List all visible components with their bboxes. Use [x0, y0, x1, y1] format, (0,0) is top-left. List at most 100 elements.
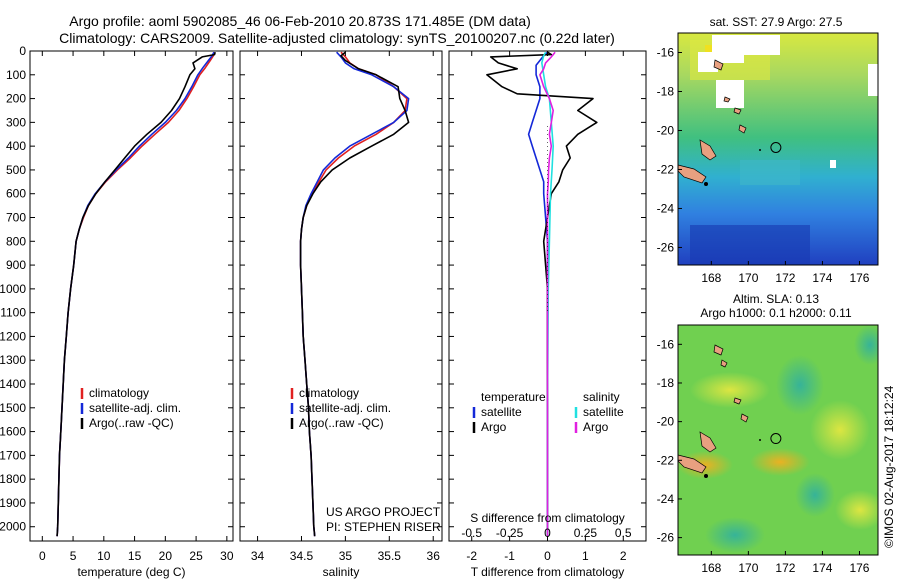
salinity-series-satellite: [299, 51, 410, 537]
sla-island: [733, 397, 749, 423]
diff-legend-label: Argo: [583, 420, 609, 434]
sst-mask: [830, 160, 836, 168]
sla-cool-anomaly: [854, 325, 878, 365]
temperature-ytick-label: 0: [19, 44, 26, 58]
temperature-ytick-label: 500: [6, 163, 26, 177]
salinity-xtick-label: 34.5: [290, 549, 314, 563]
sla-islet: [704, 474, 708, 478]
salinity-series-argo: [299, 51, 410, 537]
salinity-xtick-label: 34: [251, 549, 265, 563]
sst-map-ticks: 168 170 172 174 176 -16 -18 -20 -22 -24 -26: [657, 45, 870, 285]
temperature-series-climatology: [56, 51, 216, 537]
sla-warm-anomaly: [835, 490, 878, 530]
differences-xtick-label: 0: [544, 549, 551, 563]
temperature-ytick-label: 1400: [0, 377, 26, 391]
differences-xlabel: T difference from climatology: [471, 565, 625, 579]
temperature-series-argo: [56, 51, 216, 537]
salinity-frame: [239, 50, 443, 542]
temperature-ytick-label: 200: [6, 92, 26, 106]
imos-timestamp: ©IMOS 02-Aug-2017 18:12:24: [882, 385, 896, 548]
temperature-xtick-label: 0: [39, 549, 46, 563]
diff-x2tick-label: 0: [544, 526, 551, 540]
sla-map-ytick-label: -18: [657, 376, 675, 390]
temperature-ytick-label: 1500: [0, 401, 26, 415]
temperature-ytick-label: 1300: [0, 353, 26, 367]
sla-map-title-2: Argo h1000: 0.1 h2000: 0.11: [700, 306, 852, 320]
sla-map-ytick-label: -22: [657, 453, 675, 467]
sst-map-xtick-label: 176: [849, 271, 869, 285]
differences-xtick-label: 2: [620, 549, 627, 563]
sst-mid-patch: [740, 160, 800, 185]
sla-map-ticks: 168 170 172 174 176 -16 -18 -20 -22 -24 -26: [657, 337, 870, 575]
temperature-ytick-label: 1700: [0, 448, 26, 462]
diff-legend-label: satellite: [481, 405, 522, 419]
differences-series-temp-satellite: [527, 51, 549, 537]
sst-map-title: sat. SST: 27.9 Argo: 27.5: [710, 15, 843, 29]
temperature-ytick-label: 600: [6, 187, 26, 201]
differences-series-sal-argo: [539, 51, 556, 537]
diff-x2tick-label: 0.5: [615, 526, 632, 540]
diff-legend-label: Argo: [481, 420, 507, 434]
temperature-ytick-label: 1900: [0, 496, 26, 510]
sla-float-marker: [770, 433, 782, 445]
sla-map-xtick-label: 168: [701, 561, 721, 575]
diff-x2label: S difference from climatology: [470, 511, 625, 525]
diff-legend-header-temp: temperature: [481, 390, 546, 404]
temperature-ytick-label: 1800: [0, 472, 26, 486]
temperature-xtick-label: 25: [189, 549, 203, 563]
sst-map-ytick-label: -20: [657, 123, 675, 137]
sst-mask: [698, 52, 718, 72]
sla-island: [678, 454, 707, 474]
diff-x2tick-label: -0.5: [461, 526, 482, 540]
temperature-ytick-label: 800: [6, 234, 26, 248]
figure-title-line1: Argo profile: aoml 5902085_46 06-Feb-201…: [69, 13, 531, 29]
sst-mask: [740, 35, 780, 55]
temperature-ytick-label: 400: [6, 139, 26, 153]
salinity-xtick-label: 35.5: [378, 549, 402, 563]
sla-warm-anomaly: [678, 451, 733, 479]
sst-island: [678, 164, 707, 184]
sla-cool-anomaly: [705, 517, 765, 553]
temperature-ytick-label: 300: [6, 115, 26, 129]
sst-map-ytick-label: -18: [657, 84, 675, 98]
sst-islet: [759, 149, 761, 151]
temperature-xtick-label: 5: [70, 549, 77, 563]
sst-mask: [716, 80, 744, 108]
sst-map-ytick-label: -16: [657, 45, 675, 59]
sla-map-xtick-label: 170: [738, 561, 758, 575]
sst-map-xtick-label: 168: [701, 271, 721, 285]
sla-map-title-1: Altim. SLA: 0.13: [733, 292, 819, 306]
sst-float-marker: [770, 141, 782, 153]
sst-mask: [868, 64, 878, 96]
differences-xtick-label: -1: [504, 549, 515, 563]
temperature-ytick-label: 1200: [0, 329, 26, 343]
salinity-xtick-label: 35: [339, 549, 353, 563]
diff-x2tick-label: 0.25: [574, 526, 598, 540]
sla-islet: [759, 439, 761, 441]
diff-legend-label: satellite: [583, 405, 624, 419]
sla-map-ytick-label: -24: [657, 492, 675, 506]
sla-map-xtick-label: 174: [812, 561, 832, 575]
sla-island: [713, 344, 728, 368]
sst-map-ytick-label: -22: [657, 162, 675, 176]
temperature-series-satellite: [56, 51, 215, 537]
salinity-legend-label: satellite-adj. clim.: [299, 401, 391, 415]
sst-island: [699, 139, 717, 161]
salinity-xlabel: salinity: [323, 565, 360, 579]
diff-legend-header-sal: salinity: [583, 390, 620, 404]
temperature-plot: 0 5 10 15 20 25 300100200300400500600700800900…: [0, 44, 234, 579]
sla-map-ytick-label: -16: [657, 337, 675, 351]
sst-cool-patch: [690, 225, 810, 265]
salinity-xtick-label: 36: [427, 549, 441, 563]
temperature-xtick-label: 20: [159, 549, 173, 563]
sst-map: sat. SST: 27.9 Argo: 27.5 168 170 172 174 17…: [657, 15, 879, 285]
temperature-ytick-label: 1000: [0, 282, 26, 296]
sla-map-xtick-label: 176: [849, 561, 869, 575]
sst-map-xtick-label: 170: [738, 271, 758, 285]
differences-xtick-label: -2: [466, 549, 477, 563]
temperature-ytick-label: 1600: [0, 425, 26, 439]
sst-map-ytick-label: -26: [657, 240, 675, 254]
sst-map-frame: [677, 32, 879, 266]
salinity-plot: 34 34.5 35 35.5 36 salinity climatologysatelli…: [239, 50, 443, 579]
